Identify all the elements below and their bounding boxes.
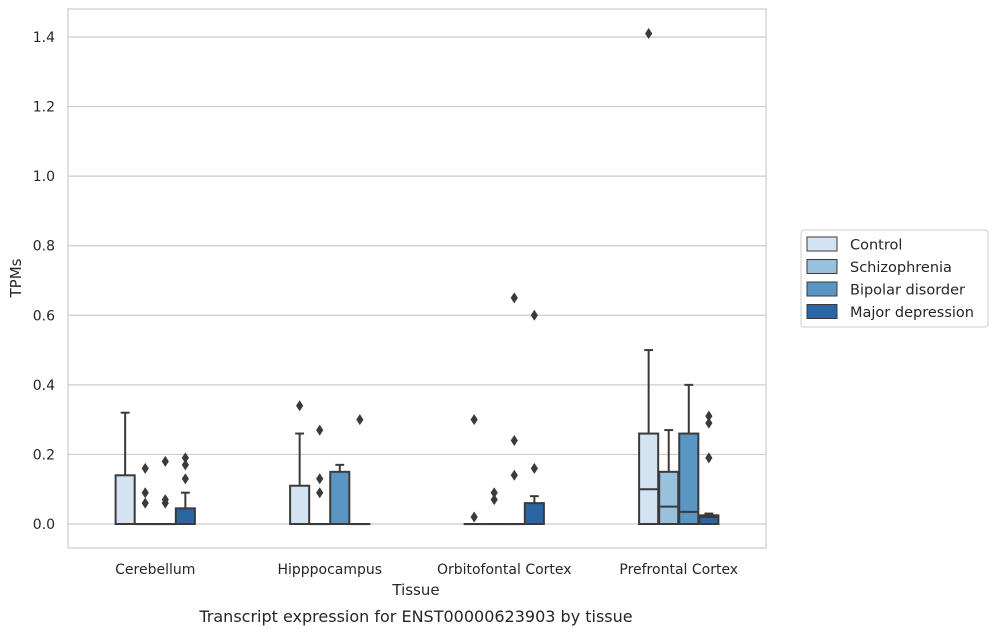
outlier-point bbox=[161, 455, 169, 467]
legend-label-major-depression: Major depression bbox=[850, 305, 974, 321]
outlier-point bbox=[141, 462, 149, 474]
box-bipolar-disorder-hipppocampus bbox=[329, 463, 351, 526]
box-body bbox=[658, 470, 680, 526]
outlier-point bbox=[470, 414, 478, 426]
box-major-depression-cerebellum bbox=[174, 452, 196, 526]
legend-frame bbox=[800, 229, 989, 328]
box-body bbox=[678, 432, 700, 525]
box-major-depression-orbitofontal-cortex bbox=[523, 309, 545, 525]
y-tick-label: 0.8 bbox=[33, 239, 55, 255]
plot-frame bbox=[67, 8, 767, 549]
box-control-prefrontal-cortex bbox=[638, 28, 660, 525]
legend-swatch-schizophrenia bbox=[806, 259, 838, 274]
outlier-point bbox=[530, 309, 538, 321]
y-tick-labels: 0.0 0.2 0.4 0.6 0.8 1.0 1.2 1.4 bbox=[33, 30, 55, 533]
chart-caption: Transcript expression for ENST0000062390… bbox=[198, 607, 632, 626]
x-tick-labels: Cerebellum Hipppocampus Orbitofontal Corte… bbox=[115, 562, 738, 578]
outlier-point bbox=[645, 28, 653, 40]
y-tick-label: 0.0 bbox=[33, 517, 55, 533]
x-axis-title: Tissue bbox=[391, 581, 439, 599]
box-schizophrenia-prefrontal-cortex bbox=[658, 429, 680, 526]
legend-swatch-control bbox=[806, 236, 838, 252]
box-control-hipppocampus bbox=[289, 400, 311, 526]
box-body bbox=[114, 474, 136, 525]
boxes-layer bbox=[114, 28, 720, 526]
outlier-point bbox=[316, 424, 324, 436]
outlier-point bbox=[530, 462, 538, 474]
box-body bbox=[289, 484, 311, 526]
box-schizophrenia-orbitofontal-cortex bbox=[483, 487, 505, 526]
box-body bbox=[638, 432, 660, 525]
x-tick-label-cerebellum: Cerebellum bbox=[115, 562, 195, 578]
legend-label-control: Control bbox=[850, 238, 902, 254]
outlier-point bbox=[705, 417, 713, 429]
legend-swatch-major-depression bbox=[806, 304, 838, 319]
legend-label-bipolar-disorder: Bipolar disorder bbox=[850, 283, 965, 299]
outlier-point bbox=[510, 435, 518, 447]
legend-swatch-bipolar-disorder bbox=[806, 281, 838, 297]
box-body bbox=[523, 502, 545, 525]
outlier-point bbox=[181, 459, 189, 471]
y-tick-label: 0.6 bbox=[33, 308, 55, 324]
y-tick-label: 1.4 bbox=[33, 30, 55, 46]
outlier-point bbox=[181, 452, 189, 464]
box-body bbox=[174, 507, 196, 526]
legend-label-schizophrenia: Schizophrenia bbox=[850, 260, 952, 276]
box-bipolar-disorder-orbitofontal-cortex bbox=[503, 292, 525, 526]
outlier-point bbox=[490, 487, 498, 499]
outlier-point bbox=[470, 511, 478, 523]
y-axis-title: TPMs bbox=[7, 258, 25, 298]
box-body bbox=[698, 514, 720, 526]
box-schizophrenia-cerebellum bbox=[134, 462, 156, 526]
x-tick-label-prefrontal-cortex: Prefrontal Cortex bbox=[619, 562, 738, 578]
plot-area bbox=[68, 9, 766, 548]
outlier-point bbox=[316, 487, 324, 499]
box-body bbox=[329, 470, 351, 526]
outlier-point bbox=[510, 469, 518, 481]
y-tick-label: 0.2 bbox=[33, 447, 55, 463]
legend: Control Schizophrenia Bipolar disorder Majo… bbox=[800, 229, 989, 328]
outlier-point bbox=[296, 400, 304, 412]
outlier-point bbox=[141, 487, 149, 499]
outlier-point bbox=[316, 473, 324, 485]
box-control-cerebellum bbox=[114, 411, 136, 525]
outlier-point bbox=[181, 473, 189, 485]
box-bipolar-disorder-cerebellum bbox=[154, 455, 176, 526]
box-major-depression-hipppocampus bbox=[349, 414, 371, 526]
box-control-orbitofontal-cortex bbox=[463, 414, 485, 526]
box-bipolar-disorder-prefrontal-cortex bbox=[678, 383, 700, 525]
y-tick-label: 1.2 bbox=[33, 100, 55, 116]
outlier-point bbox=[490, 494, 498, 506]
x-tick-label-orbitofontal-cortex: Orbitofontal Cortex bbox=[437, 562, 572, 578]
box-major-depression-prefrontal-cortex bbox=[698, 410, 720, 526]
box-schizophrenia-hipppocampus bbox=[309, 424, 331, 526]
outlier-point bbox=[356, 414, 364, 426]
y-tick-label: 0.4 bbox=[33, 378, 55, 394]
outlier-point bbox=[705, 452, 713, 464]
outlier-point bbox=[141, 497, 149, 509]
outlier-point bbox=[510, 292, 518, 304]
x-tick-label-hipppocampus: Hipppocampus bbox=[277, 562, 382, 578]
outlier-point bbox=[705, 410, 713, 422]
outlier-point bbox=[161, 494, 169, 506]
y-tick-label: 1.0 bbox=[33, 169, 55, 185]
